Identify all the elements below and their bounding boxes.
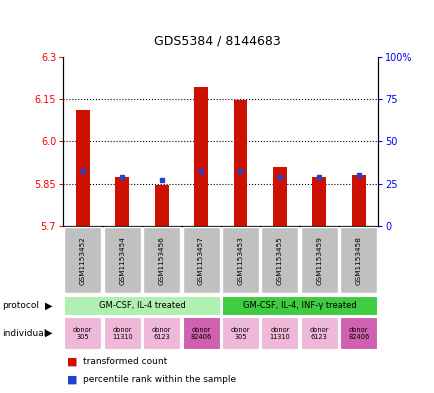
Bar bbox=[76, 110, 89, 226]
Text: GSM1153452: GSM1153452 bbox=[79, 236, 85, 285]
FancyBboxPatch shape bbox=[64, 296, 219, 315]
Text: donor
11310: donor 11310 bbox=[112, 327, 132, 340]
FancyBboxPatch shape bbox=[221, 227, 258, 293]
Text: GM-CSF, IL-4 treated: GM-CSF, IL-4 treated bbox=[99, 301, 185, 310]
FancyBboxPatch shape bbox=[261, 318, 298, 349]
Text: ▶: ▶ bbox=[45, 328, 52, 338]
FancyBboxPatch shape bbox=[261, 227, 298, 293]
Text: donor
6123: donor 6123 bbox=[309, 327, 328, 340]
Bar bbox=[115, 177, 129, 226]
Text: protocol: protocol bbox=[2, 301, 39, 310]
Bar bbox=[351, 175, 365, 226]
Text: GSM1153454: GSM1153454 bbox=[119, 236, 125, 285]
Text: percentile rank within the sample: percentile rank within the sample bbox=[82, 375, 235, 384]
FancyBboxPatch shape bbox=[182, 318, 219, 349]
Text: GSM1153453: GSM1153453 bbox=[237, 236, 243, 285]
FancyBboxPatch shape bbox=[300, 227, 337, 293]
Text: GM-CSF, IL-4, INF-γ treated: GM-CSF, IL-4, INF-γ treated bbox=[242, 301, 355, 310]
Text: GSM1153455: GSM1153455 bbox=[276, 236, 282, 285]
Text: ▶: ▶ bbox=[45, 301, 52, 310]
FancyBboxPatch shape bbox=[221, 296, 376, 315]
Bar bbox=[194, 86, 207, 226]
Text: ■: ■ bbox=[67, 374, 78, 384]
Text: GDS5384 / 8144683: GDS5384 / 8144683 bbox=[154, 34, 280, 47]
Bar bbox=[273, 167, 286, 226]
Text: donor
82406: donor 82406 bbox=[190, 327, 211, 340]
FancyBboxPatch shape bbox=[64, 227, 101, 293]
Text: GSM1153459: GSM1153459 bbox=[316, 236, 322, 285]
FancyBboxPatch shape bbox=[182, 227, 219, 293]
FancyBboxPatch shape bbox=[300, 318, 337, 349]
Text: donor
82406: donor 82406 bbox=[347, 327, 368, 340]
FancyBboxPatch shape bbox=[143, 318, 180, 349]
Text: GSM1153457: GSM1153457 bbox=[197, 236, 204, 285]
FancyBboxPatch shape bbox=[339, 227, 376, 293]
Text: individual: individual bbox=[2, 329, 46, 338]
Bar bbox=[312, 177, 326, 226]
Bar bbox=[155, 185, 168, 226]
Text: donor
305: donor 305 bbox=[230, 327, 250, 340]
Text: donor
6123: donor 6123 bbox=[151, 327, 171, 340]
FancyBboxPatch shape bbox=[143, 227, 180, 293]
Text: ■: ■ bbox=[67, 356, 78, 367]
FancyBboxPatch shape bbox=[221, 318, 258, 349]
Text: GSM1153458: GSM1153458 bbox=[355, 236, 361, 285]
FancyBboxPatch shape bbox=[64, 318, 101, 349]
Bar bbox=[233, 100, 247, 226]
FancyBboxPatch shape bbox=[103, 227, 141, 293]
Text: GSM1153456: GSM1153456 bbox=[158, 236, 164, 285]
Text: donor
11310: donor 11310 bbox=[269, 327, 289, 340]
FancyBboxPatch shape bbox=[103, 318, 141, 349]
FancyBboxPatch shape bbox=[339, 318, 376, 349]
Text: transformed count: transformed count bbox=[82, 357, 167, 366]
Text: donor
305: donor 305 bbox=[73, 327, 92, 340]
